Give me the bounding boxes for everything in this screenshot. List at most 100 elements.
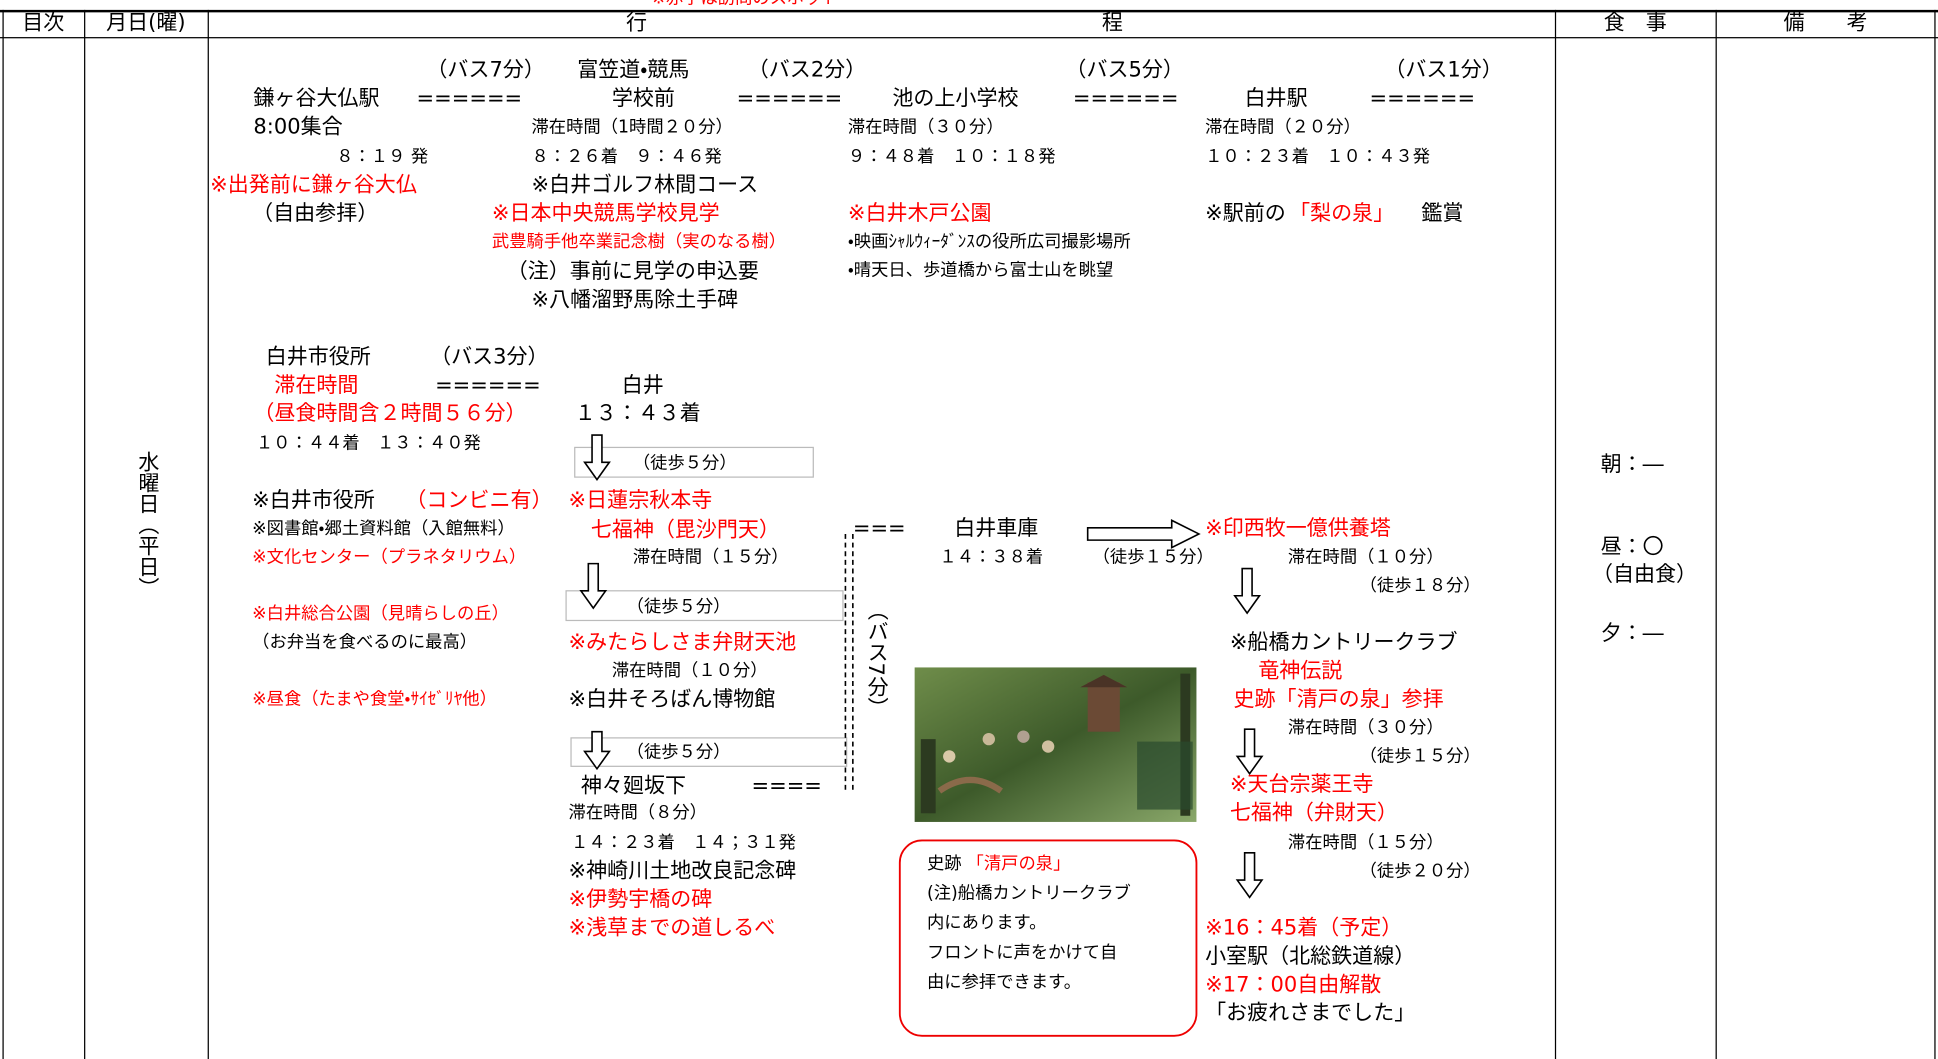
itinerary-text: 七福神（毘沙門天） [590,517,780,543]
itinerary-text: ※17：00自由解散 [1205,972,1382,998]
itinerary-text: ====== [1369,86,1476,112]
itinerary-text: 学校前 [611,86,675,112]
itinerary-text: （バス1分） [1384,58,1503,83]
itinerary-text: 滞在時間（１５分） [1287,833,1444,853]
meal: 昼：〇 [1600,535,1664,560]
column-header: 目次 [22,11,65,36]
itinerary-text: ※神崎川土地改良記念碑 [568,859,797,884]
down-arrow [583,730,611,771]
itinerary-text: 「梨の泉」 [1289,201,1395,227]
itinerary-text: 滞在時間（３０分） [1287,718,1444,738]
itinerary-text: （徒歩１５分） [1359,746,1481,767]
itinerary-text: === [852,516,906,542]
itinerary-text: ※白井総合公園（見晴らしの丘） [252,604,509,625]
itinerary-text: 白井市役所 [265,344,371,370]
border [84,9,86,1059]
note: ※赤字は訪問のスポット [651,0,839,10]
itinerary-text: 滞在時間（８分） [568,803,707,824]
itinerary-text: 滞在時間（２０分） [1205,117,1361,138]
itinerary-text: ※白井ゴルフ林間コース [531,173,759,198]
itinerary-text: １４：２３着 １４；３１発 [571,833,796,853]
itinerary-text: 小室駅（北総鉄道線） [1205,944,1416,970]
itinerary-text: （徒歩２０分） [1359,861,1481,882]
border [1554,9,1557,1059]
border [207,9,209,1059]
itinerary-text: （バス3分） [430,344,549,370]
itinerary-text: ※白井そろばん博物館 [568,687,776,712]
itinerary-text: ・映画ｼｬﾙｳｨｰﾀﾞﾝｽの役所広司撮影場所 [847,232,1131,253]
itinerary-text: （徒歩１５分） [1092,547,1214,568]
day: 水曜日（平日） [133,451,159,599]
itinerary-text: （徒歩１８分） [1359,575,1481,596]
border [1715,9,1717,1059]
itinerary-text: （バス7分） [426,58,545,83]
itinerary-text: 史跡「清戸の泉」参拝 [1233,687,1444,712]
itinerary-text: ※伊勢宇橋の碑 [568,887,713,913]
meal: 夕：― [1600,621,1664,647]
itinerary-text: 滞在時間（1時間２０分） [531,117,733,138]
down-arrow [579,562,608,610]
walk-box [574,446,814,478]
callout-text: 史跡 [926,854,962,874]
meal: 朝：― [1600,452,1664,478]
itinerary-text: 白井駅 [1244,86,1308,112]
itinerary-text: ※16：45着（予定） [1205,915,1403,941]
itinerary-text: ※昼食（たまや食堂・ｻｲｾﾞﾘﾔ他） [252,689,497,710]
photo [914,667,1197,822]
itinerary-text: 滞在時間（３０分） [847,117,1004,138]
itinerary-text: ====== [435,373,541,398]
meal: （自由食） [1591,562,1698,588]
itinerary-text: 七福神（弁財天） [1229,800,1398,826]
itinerary-text: （バス5分） [1065,58,1184,83]
itinerary-text: （バス2分） [747,58,867,83]
itinerary-text: ====== [736,86,843,112]
itinerary-text: （お弁当を食べるのに最高） [252,632,478,653]
itinerary-text: ※印西牧一億供養塔 [1205,516,1391,542]
itinerary-text: １０：２３着 １０：４３発 [1205,147,1431,167]
itinerary-text: （注）事前に見学の申込要 [506,259,759,285]
itinerary-text: 鎌ヶ谷大仏駅 [253,86,380,112]
column-header: 月日(曜) [106,11,186,36]
itinerary-text: 「お疲れさまでした」 [1205,1001,1416,1026]
itinerary-text: ※みたらしさま弁財天池 [568,630,797,656]
border [0,9,1938,13]
itinerary-text: 富笠道・競馬 [577,58,690,83]
itinerary-text: 池の上小学校 [892,86,1019,112]
itinerary-text: 竜神伝説 [1258,658,1343,684]
itinerary-text: ８：２６着 ９：４６発 [531,147,722,167]
itinerary-text: ※図書館・郷土資料館（入館無料） [252,519,515,539]
itinerary-text: ※日蓮宗秋本寺 [568,488,713,513]
border [0,37,1938,39]
itinerary-text: 鑑賞 [1421,201,1464,227]
itinerary-text: ８：１９ 発 [336,147,429,167]
itinerary-text: 8:00集合 [253,114,343,140]
itinerary-text: 滞在時間（１５分） [632,547,789,568]
itinerary-text: （バス7分） [862,599,888,718]
itinerary-text: ※八幡溜野馬除土手碑 [531,287,739,313]
down-arrow [583,434,611,481]
itinerary-text: ====== [416,86,523,112]
itinerary-text: ９：４８着 １０：１８発 [847,147,1056,167]
itinerary-text: （昼食時間含２時間５６分） [253,401,527,427]
itinerary-text: 滞在時間 [274,373,359,398]
itinerary-text: （自由参拝） [252,201,379,227]
itinerary-text: １３：４３着 [574,401,701,427]
itinerary-text: （コンビニ有） [405,488,553,513]
itinerary-text: 滞在時間（１０分） [611,661,768,682]
walk-box [570,737,848,767]
itinerary-text: 神々廻坂下 [580,773,686,799]
itinerary-text: ※白井木戸公園 [847,201,992,227]
itinerary-text: （徒歩５分） [626,742,731,763]
callout-text: 「清戸の泉」 [966,854,1071,874]
itinerary-text: ・晴天日、歩道橋から富士山を眺望 [847,260,1114,281]
border [2,9,4,1059]
down-arrow [1233,567,1262,615]
callout-text: フロントに声をかけて自 [926,943,1118,963]
callout-text: 内にあります。 [926,913,1047,934]
itinerary-text: ※白井市役所 [252,488,375,513]
column-header: 程 [1101,11,1123,36]
